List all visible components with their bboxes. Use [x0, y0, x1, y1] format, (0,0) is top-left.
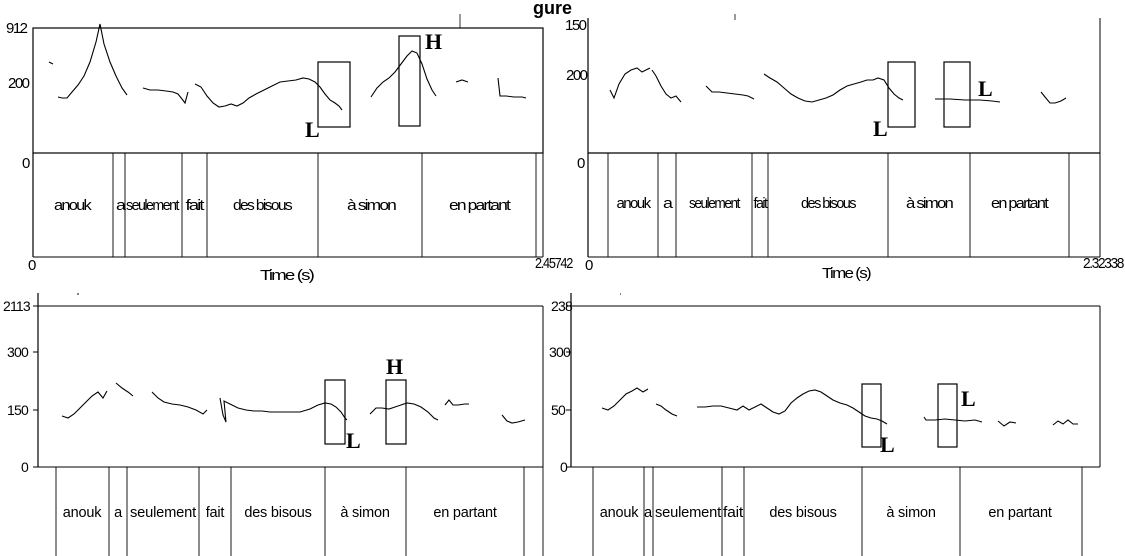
- panel-top-left: 912 200 0 L H anouk a seulement fait des…: [6, 14, 574, 284]
- word-label: anouk: [63, 505, 102, 521]
- word-label: seulement: [130, 505, 196, 521]
- word-label: fait: [206, 505, 225, 521]
- tone-label-1: L: [880, 432, 895, 457]
- word-label: fait: [186, 197, 206, 214]
- word-label: seulement: [689, 195, 741, 212]
- word-label: à simon: [906, 195, 953, 212]
- panel-bottom-right: 238 300 50 0 L L anouk a seulement fait …: [549, 293, 1101, 556]
- y-tick-300: 300: [549, 344, 571, 360]
- word-label: seulement: [126, 197, 180, 214]
- x-end: 2.32338: [1083, 255, 1124, 272]
- pitch-frame: [32, 27, 544, 154]
- y-tick-50: 50: [551, 402, 566, 418]
- x-axis-label: Time (s): [260, 267, 315, 284]
- x-start: 0: [28, 257, 36, 274]
- tone-box-1: [861, 383, 882, 448]
- pitch-contour: [61, 382, 526, 424]
- x-start: 0: [585, 257, 593, 274]
- word-label: en partant: [449, 197, 512, 214]
- word-label: en partant: [433, 505, 496, 521]
- panel-top-right: 150 200 0 L L anouk a seulement fait des…: [565, 14, 1125, 282]
- tone-label-1: L: [346, 428, 361, 453]
- y-tick-zero: 0: [560, 459, 568, 475]
- tone-box-1: [324, 379, 346, 445]
- tone-box-2: [943, 61, 971, 128]
- tone-box-2: [398, 35, 421, 127]
- tone-label-2: H: [386, 354, 403, 379]
- tone-label-2: H: [425, 29, 442, 54]
- pitch-contour: [609, 67, 1067, 104]
- word-label: des bisous: [801, 195, 856, 212]
- x-axis-label: Time (s): [822, 265, 872, 282]
- word-label: seulement: [655, 505, 721, 521]
- tone-label-1: L: [873, 116, 888, 141]
- y-tick-300: 300: [7, 344, 29, 360]
- word-label: des bisous: [769, 505, 836, 521]
- word-label: des bisous: [233, 197, 292, 214]
- y-tick-150: 150: [7, 402, 29, 418]
- pitch-contour: [601, 387, 1078, 427]
- y-tick-top: 238: [551, 298, 573, 314]
- word-label: des bisous: [244, 505, 311, 521]
- tone-box-1: [317, 61, 351, 128]
- tone-label-1: L: [305, 117, 320, 142]
- y-tick-mid: 200: [566, 67, 588, 84]
- panel-bottom-left: 2113 300 150 0 L H anouk a seulement fai…: [3, 293, 544, 556]
- y-tick-top: 150: [565, 17, 587, 34]
- y-tick-zero: 0: [21, 459, 29, 475]
- word-label: en partant: [988, 505, 1051, 521]
- y-tick-top: 912: [6, 20, 28, 37]
- word-label: fait: [723, 505, 743, 521]
- pitch-contour: [48, 23, 527, 111]
- y-tick-mid: 200: [8, 75, 30, 92]
- tone-box-1: [887, 61, 916, 128]
- x-end: 2.45742: [535, 255, 573, 272]
- word-label: a: [114, 505, 123, 521]
- tone-box-2: [937, 383, 958, 448]
- word-label: à simon: [347, 197, 396, 214]
- header-fragment: gure: [533, 0, 572, 18]
- word-label: fait: [754, 195, 769, 212]
- word-label: à simon: [886, 505, 936, 521]
- word-label: à simon: [340, 505, 390, 521]
- tone-box-2: [385, 379, 407, 445]
- y-tick-zero: 0: [22, 155, 30, 172]
- word-label: anouk: [617, 195, 652, 212]
- word-label: anouk: [54, 197, 92, 214]
- word-label: anouk: [600, 505, 639, 521]
- word-label: a: [644, 505, 653, 521]
- word-label: a: [663, 195, 674, 212]
- y-tick-top: 2113: [3, 298, 31, 314]
- word-label: en partant: [991, 195, 1050, 212]
- tone-label-2: L: [961, 386, 976, 411]
- y-tick-zero: 0: [577, 155, 585, 172]
- tone-label-2: L: [978, 76, 993, 101]
